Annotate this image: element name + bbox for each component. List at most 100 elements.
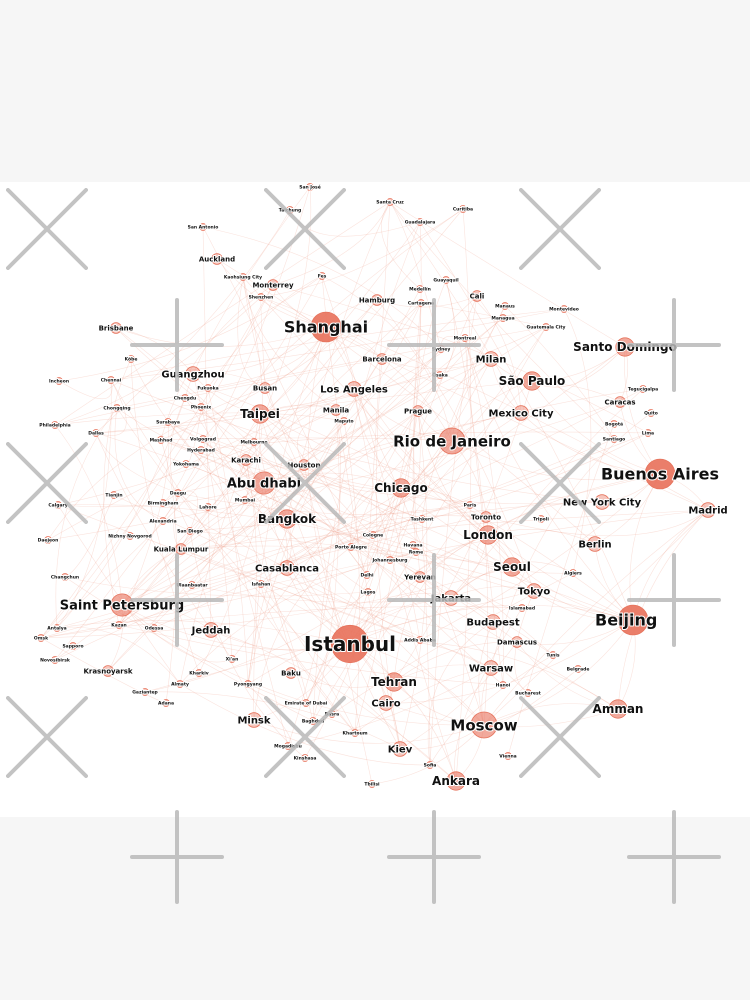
- node-vienna: [504, 752, 512, 760]
- label-abu-dhabi: Abu dhabi: [227, 477, 301, 492]
- node-guadalajara: [416, 218, 424, 226]
- background-link: [47, 337, 466, 541]
- edge-beijing-madrid: [632, 509, 709, 621]
- node-philadelphia: [51, 421, 59, 429]
- edge-chicago-london: [400, 487, 489, 536]
- node-lahore: [204, 503, 212, 511]
- background-link: [116, 326, 547, 409]
- label-manila: Manila: [323, 406, 349, 414]
- node-taipei: [250, 404, 270, 424]
- label-belgrade: Belgrade: [567, 667, 590, 673]
- node-birmingham: [159, 499, 167, 507]
- node-moscow: [470, 711, 498, 739]
- node-mumbai: [241, 496, 249, 504]
- node-shanghai: [310, 311, 342, 343]
- node-cairo: [378, 695, 394, 711]
- node-auckland: [211, 253, 223, 265]
- label-san-antonio: San Antonio: [188, 225, 219, 231]
- background-link: [40, 551, 417, 639]
- node-dallas: [92, 429, 100, 437]
- background-link: [421, 518, 431, 766]
- label-baku: Baku: [281, 669, 301, 677]
- label-mumbai: Mumbai: [235, 498, 256, 504]
- background-link: [121, 604, 233, 663]
- edge-beijing-shanghai: [325, 326, 634, 621]
- background-link: [202, 438, 485, 726]
- label-shanghai: Shanghai: [284, 318, 368, 337]
- node-montevideo: [560, 305, 568, 313]
- label-monterrey: Monterrey: [252, 281, 294, 289]
- label-kiev: Kiev: [388, 745, 413, 756]
- background-link: [177, 491, 199, 550]
- background-link: [57, 504, 421, 641]
- background-link: [210, 629, 457, 782]
- label-delhi: Delhi: [360, 573, 374, 579]
- node-guangzhou: [185, 366, 201, 382]
- edge-buenos-aires-santo-domingo: [624, 346, 661, 475]
- label-mogadishu: Mogadishu: [274, 744, 302, 750]
- label-lima: Lima: [642, 431, 654, 437]
- node-kuala-lumpur: [175, 543, 187, 555]
- label-vienna: Vienna: [499, 754, 516, 760]
- background-link: [118, 299, 378, 626]
- node-delhi: [363, 571, 371, 579]
- background-link: [389, 201, 522, 414]
- background-link: [170, 397, 191, 532]
- background-link: [242, 276, 263, 501]
- background-link: [54, 420, 345, 661]
- label-ulaanbaatar: Ulaanbaatar: [176, 583, 208, 589]
- node-daegu: [174, 489, 182, 497]
- label-guayaquil: Guayaquil: [433, 278, 459, 284]
- label-porto-alegre: Porto Alegre: [335, 545, 367, 551]
- cross-mark-icon: [130, 810, 224, 904]
- label-santo-domingo: Santo Domingo: [573, 340, 677, 354]
- node-xian: [228, 655, 236, 663]
- label-pyongyang: Pyongyang: [234, 682, 262, 688]
- background-link: [412, 279, 447, 553]
- node-adana: [162, 699, 170, 707]
- background-link: [353, 388, 489, 536]
- node-surabaya: [164, 418, 172, 426]
- background-link: [312, 221, 421, 722]
- label-damascus: Damascus: [497, 638, 537, 646]
- node-hyderabad: [197, 446, 205, 454]
- label-tashkent: Tashkent: [411, 517, 435, 523]
- label-khartoum: Khartoum: [342, 731, 367, 737]
- node-london: [478, 525, 498, 545]
- background-link: [531, 380, 621, 403]
- node-fes: [318, 272, 326, 280]
- node-santo-domingo: [615, 337, 635, 357]
- background-link: [95, 326, 547, 434]
- background-link: [417, 410, 489, 536]
- background-link: [202, 226, 368, 576]
- background-link: [207, 387, 634, 621]
- node-medellin: [416, 285, 424, 293]
- node-almaty: [176, 680, 184, 688]
- label-krasnoyarsk: Krasnoyarsk: [83, 667, 132, 675]
- node-kobe: [127, 355, 135, 363]
- background-link: [289, 209, 421, 237]
- node-rome: [412, 548, 420, 556]
- background-link: [455, 208, 472, 782]
- node-gaziantep: [141, 688, 149, 696]
- edge-shanghai-rio-de-janeiro: [325, 326, 453, 442]
- edge-istanbul-ankara: [349, 643, 457, 782]
- background-link: [353, 388, 457, 782]
- background-link: [350, 317, 504, 548]
- label-new-york-city: New York City: [563, 498, 642, 509]
- label-amman: Amman: [593, 702, 644, 716]
- label-brisbane: Brisbane: [99, 324, 134, 332]
- label-prague: Prague: [404, 407, 432, 415]
- background-link: [200, 406, 249, 501]
- background-link: [160, 439, 177, 704]
- background-link: [331, 572, 574, 715]
- label-yokohama: Yokohama: [172, 462, 199, 468]
- background-link: [286, 305, 506, 569]
- background-link: [202, 226, 442, 350]
- label-antalya: Antalya: [47, 626, 66, 632]
- node-belgrade: [574, 665, 582, 673]
- node-berlin: [587, 536, 603, 552]
- node-hanoi: [499, 681, 507, 689]
- node-seoul: [502, 557, 522, 577]
- background-link: [389, 201, 626, 348]
